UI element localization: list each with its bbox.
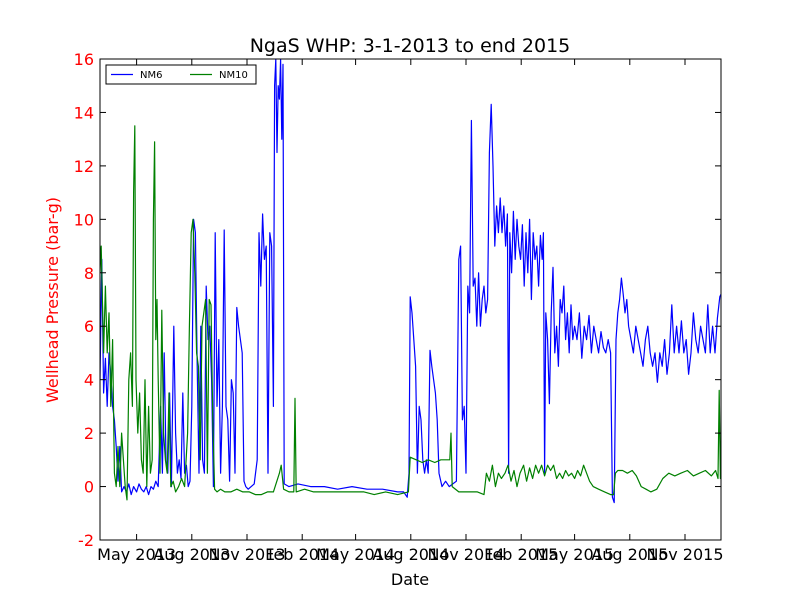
series-line-nm6: [100, 59, 721, 504]
legend-box: [105, 64, 257, 85]
y-tick-label: 16: [74, 50, 94, 69]
y-axis-label: Wellhead Pressure (bar-g): [43, 197, 62, 403]
x-tick-label: May 2014: [316, 545, 395, 564]
legend: NM6 NM10: [105, 64, 257, 85]
x-tick-label: Nov 2014: [427, 545, 504, 564]
y-axis: -2 0 2 4 6 8 10 12 14 16: [74, 50, 721, 550]
x-tick-label: Nov 2015: [646, 545, 723, 564]
y-tick-label: 6: [84, 317, 94, 336]
x-axis-label: Date: [391, 570, 429, 589]
y-tick-label: 2: [84, 424, 94, 443]
x-tick-label: May 2013: [97, 545, 176, 564]
y-tick-label: 10: [74, 210, 94, 229]
legend-label-nm10: NM10: [219, 70, 248, 81]
legend-label-nm6: NM6: [140, 70, 162, 81]
y-tick-label: 4: [84, 371, 94, 390]
x-tick-label: Feb 2015: [484, 545, 558, 564]
y-tick-label: -2: [78, 531, 94, 550]
x-tick-label: Aug 2015: [591, 545, 668, 564]
series-layer: [100, 59, 721, 504]
y-tick-label: 8: [84, 264, 94, 283]
y-tick-label: 0: [84, 478, 94, 497]
x-tick-label: May 2015: [535, 545, 614, 564]
y-tick-label: 12: [74, 157, 94, 176]
y-tick-label: 14: [74, 103, 94, 122]
x-tick-label: Nov 2013: [208, 545, 285, 564]
x-tick-label: Feb 2014: [265, 545, 339, 564]
chart-title: NgaS WHP: 3-1-2013 to end 2015: [250, 35, 571, 57]
series-line-nm10: [100, 125, 721, 501]
x-tick-label: Aug 2014: [372, 545, 449, 564]
x-tick-label: Aug 2013: [153, 545, 230, 564]
